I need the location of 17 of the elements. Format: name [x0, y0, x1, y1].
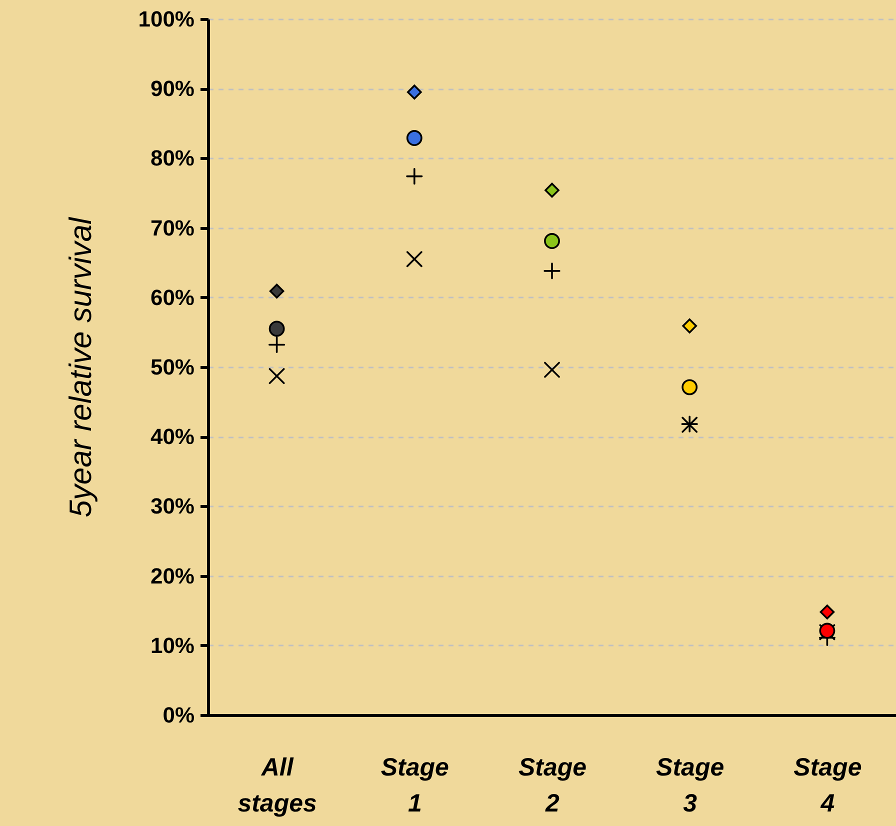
- y-tick-label: 90%: [150, 76, 194, 102]
- x-tick-label: Stage 1: [380, 754, 450, 818]
- x-tick-label: Stage 2: [518, 754, 587, 818]
- x-tick-label: Stage 4: [794, 754, 862, 818]
- y-tick-label: 0%: [162, 702, 194, 728]
- y-tick-label: 60%: [150, 284, 194, 310]
- x-tick-label: All stages: [238, 754, 317, 818]
- x-tick-label: Stage 3: [656, 754, 724, 818]
- y-axis-title: 5year relative survival: [63, 216, 98, 518]
- y-tick-label: 10%: [150, 632, 194, 658]
- y-tick-label: 50%: [150, 354, 194, 380]
- y-tick-label: 80%: [150, 146, 194, 171]
- y-tick-label: 100%: [138, 6, 194, 32]
- y-tick-label: 40%: [150, 424, 194, 450]
- y-tick-label: 70%: [150, 215, 194, 240]
- y-tick-label: 20%: [150, 563, 194, 588]
- y-tick-label: 30%: [150, 494, 194, 519]
